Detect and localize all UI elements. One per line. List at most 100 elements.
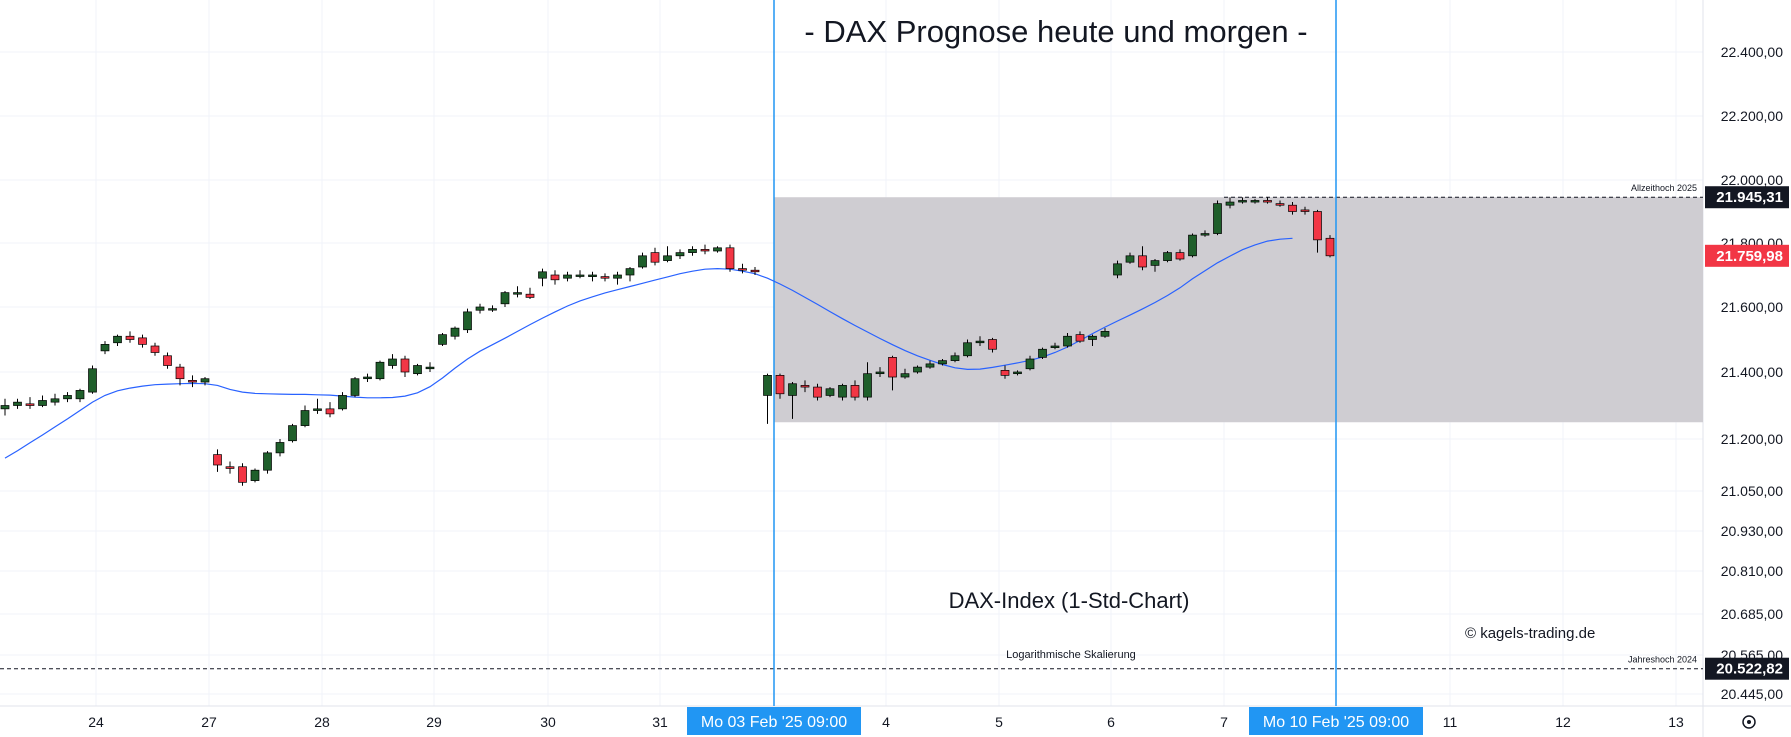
y-tick-label: 22.000,00	[1721, 172, 1783, 188]
candle-54	[675, 249, 685, 259]
x-marker-label-1: Mo 10 Feb '25 09:00	[1263, 714, 1409, 731]
candle-body-up	[788, 383, 797, 396]
candle-18	[225, 461, 235, 474]
candle-body-down	[775, 375, 785, 395]
candle-71	[888, 355, 897, 391]
candle-body-down	[1325, 237, 1335, 257]
candle-body-down	[800, 385, 810, 388]
candle-74	[925, 360, 935, 369]
candle-91	[1138, 246, 1147, 271]
candle-body-down	[738, 268, 747, 271]
candle-body-down	[163, 355, 172, 366]
candle-body-down	[25, 403, 35, 406]
ma-polyline	[4, 237, 1293, 459]
candle-34	[425, 362, 435, 372]
candle-11	[138, 334, 147, 348]
candle-12	[150, 342, 160, 356]
x-axis[interactable]: 24 27 28 29 30 31 4 5 6 7 11 12 13 Mo 03 Feb '25 09:0…	[88, 707, 1756, 735]
candle-body-down	[175, 366, 185, 380]
candle-15	[188, 375, 197, 388]
candle-5	[63, 392, 72, 403]
candle-4	[50, 393, 60, 406]
x-tick-label: 27	[201, 714, 217, 730]
candle-68	[850, 380, 860, 401]
y-tick-label: 21.050,00	[1721, 483, 1783, 499]
candle-95	[1188, 233, 1197, 258]
candle-body-up	[388, 358, 397, 366]
candle-body-up	[925, 363, 935, 368]
candle-56	[700, 244, 710, 255]
candle-body-up	[688, 249, 697, 253]
x-tick-label: 30	[540, 714, 556, 730]
candle-72	[900, 368, 910, 379]
candle-body-up	[475, 306, 485, 311]
candle-6	[75, 388, 85, 403]
candle-body-up	[1250, 200, 1260, 203]
candle-body-down	[400, 358, 410, 373]
candle-body-up	[363, 376, 372, 380]
x-marker-label-0: Mo 03 Feb '25 09:00	[701, 714, 847, 731]
candle-body-down	[600, 276, 610, 279]
candle-body-up	[200, 378, 210, 383]
candle-body-up	[500, 292, 510, 305]
candle-93	[1163, 251, 1172, 263]
candle-2	[25, 397, 35, 409]
candle-body-up	[1088, 335, 1097, 340]
last-price-label: 21.759,98	[1716, 248, 1783, 265]
candle-body-up	[1238, 200, 1247, 203]
candle-body-down	[750, 269, 760, 273]
candle-body-up	[863, 373, 872, 398]
candle-62	[775, 373, 785, 399]
y-tick-label: 20.685,00	[1721, 606, 1783, 622]
y-tick-label: 20.930,00	[1721, 523, 1783, 539]
candle-body-down	[1313, 211, 1322, 241]
candle-36	[450, 326, 460, 340]
candle-body-up	[1188, 234, 1197, 257]
candle-body-down	[1075, 334, 1085, 342]
candle-24	[300, 405, 310, 428]
candle-body-up	[963, 342, 972, 357]
candle-31	[388, 354, 397, 369]
candle-10	[125, 331, 135, 343]
candle-body-up	[538, 271, 547, 279]
candle-body-down	[525, 293, 535, 298]
candle-46	[575, 270, 585, 279]
candle-48	[600, 273, 610, 282]
candle-13	[163, 352, 172, 369]
candle-58	[725, 244, 735, 272]
y-tick-label: 21.600,00	[1721, 299, 1783, 315]
candle-60	[750, 267, 760, 275]
x-tick-label: 7	[1220, 714, 1228, 730]
candle-body-up	[1113, 263, 1122, 276]
candle-body-down	[850, 385, 860, 398]
candle-20	[250, 468, 260, 483]
y-tick-label: 22.200,00	[1721, 108, 1783, 124]
candle-75	[938, 359, 947, 366]
candle-body-up	[1100, 331, 1110, 337]
candle-body-up	[88, 368, 97, 393]
candle-38	[475, 303, 485, 314]
candle-65	[813, 383, 822, 401]
candle-body-down	[1288, 204, 1297, 212]
candle-105	[1313, 209, 1322, 253]
candle-3	[38, 395, 47, 408]
candle-90	[1125, 252, 1135, 264]
candle-body-up	[375, 361, 385, 380]
y-tick-label: 22.400,00	[1721, 44, 1783, 60]
candle-85	[1063, 333, 1072, 348]
candle-57	[713, 246, 722, 253]
candle-1	[13, 398, 22, 409]
y-axis[interactable]: 22.400,0022.200,0022.000,0021.800,0021.6…	[1705, 44, 1789, 702]
candle-body-up	[288, 425, 297, 442]
y-tick-label: 21.200,00	[1721, 431, 1783, 447]
candle-16	[200, 377, 210, 386]
candle-33	[413, 363, 422, 376]
candle-body-up	[513, 292, 522, 295]
candle-77	[963, 339, 972, 358]
candle-body-up	[113, 335, 122, 344]
candle-body-up	[38, 400, 47, 406]
settings-gear-icon[interactable]	[1742, 715, 1756, 729]
candle-body-up	[338, 395, 347, 410]
candle-body-up	[1025, 358, 1035, 370]
